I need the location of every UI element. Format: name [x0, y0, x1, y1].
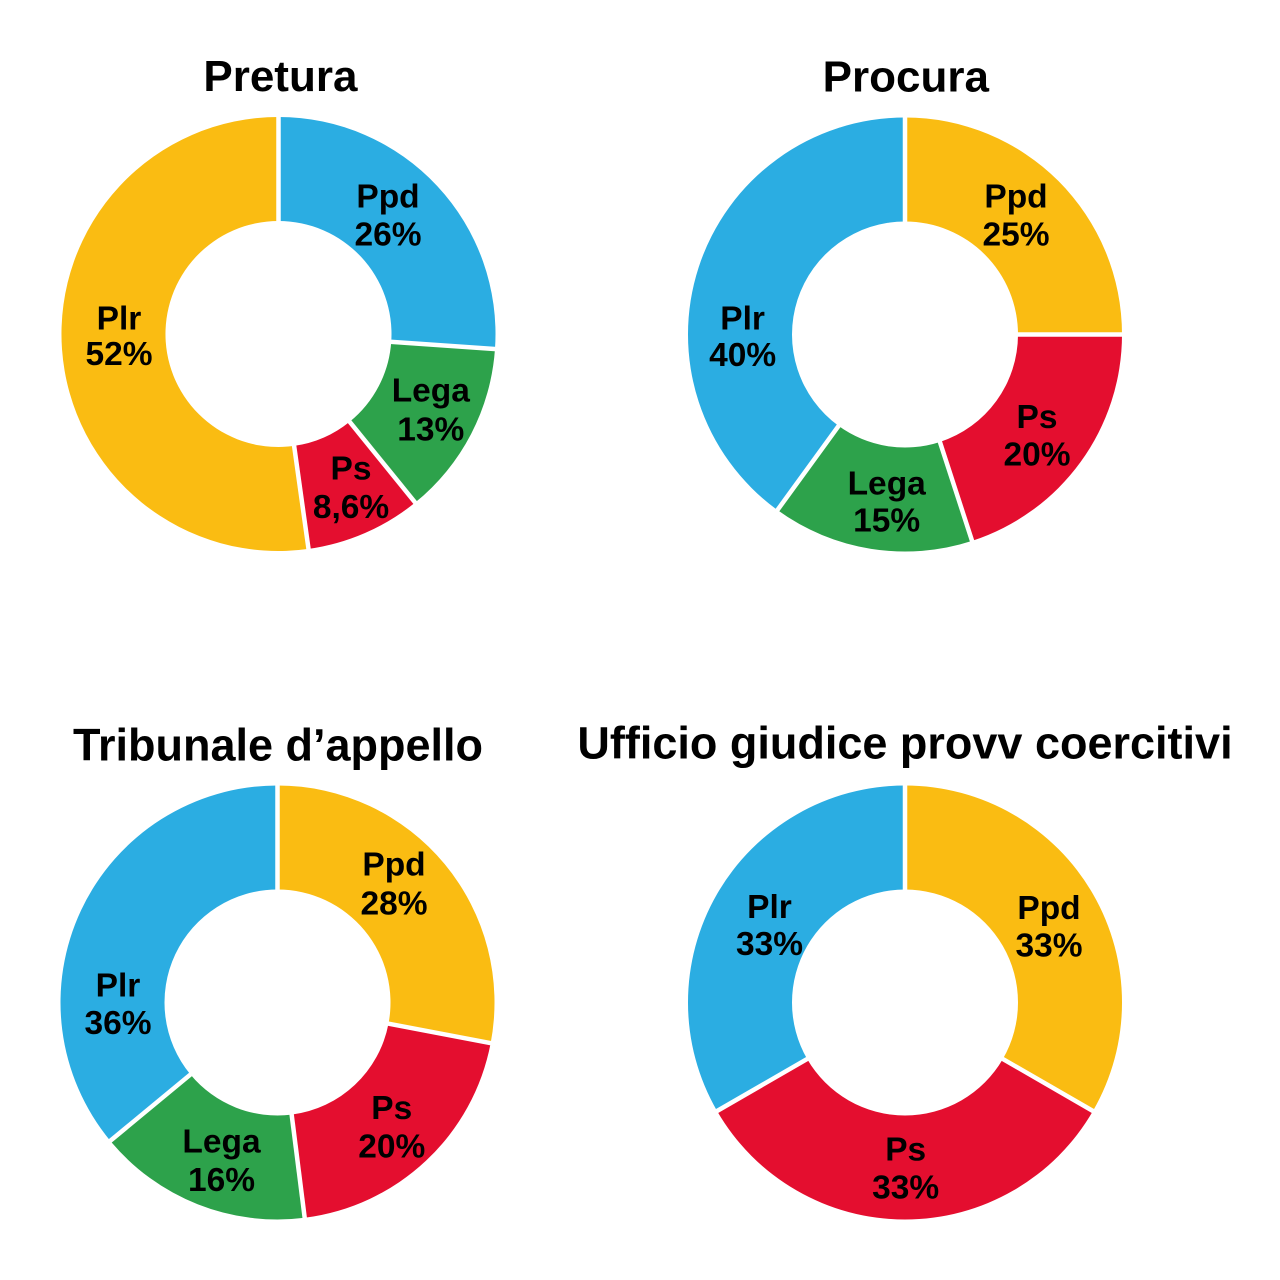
- svg-text:Ppd: Ppd: [362, 847, 425, 884]
- svg-text:36%: 36%: [84, 1005, 151, 1042]
- svg-text:20%: 20%: [358, 1128, 425, 1165]
- svg-text:Plr: Plr: [96, 967, 141, 1004]
- svg-text:Ppd: Ppd: [984, 178, 1047, 215]
- svg-text:26%: 26%: [354, 216, 421, 253]
- svg-text:8,6%: 8,6%: [313, 489, 389, 526]
- svg-text:Lega: Lega: [182, 1123, 261, 1160]
- svg-text:Plr: Plr: [720, 301, 765, 338]
- svg-text:Ppd: Ppd: [356, 179, 419, 216]
- svg-text:15%: 15%: [853, 503, 920, 540]
- svg-text:Plr: Plr: [97, 301, 142, 338]
- svg-text:Plr: Plr: [747, 889, 792, 926]
- svg-text:25%: 25%: [982, 217, 1049, 254]
- svg-text:33%: 33%: [1015, 928, 1082, 965]
- svg-text:16%: 16%: [188, 1162, 255, 1199]
- svg-text:Ps: Ps: [885, 1132, 926, 1169]
- svg-text:28%: 28%: [360, 885, 427, 922]
- svg-text:Pretura: Pretura: [203, 52, 358, 101]
- svg-text:Ps: Ps: [331, 451, 372, 488]
- svg-text:13%: 13%: [397, 412, 464, 449]
- svg-text:Ufficio giudice provv coerciti: Ufficio giudice provv coercitivi: [577, 718, 1232, 769]
- svg-text:20%: 20%: [1003, 437, 1070, 474]
- svg-text:52%: 52%: [85, 336, 152, 373]
- svg-text:33%: 33%: [736, 926, 803, 963]
- svg-text:Ps: Ps: [371, 1090, 412, 1127]
- svg-text:Ps: Ps: [1017, 399, 1058, 436]
- svg-text:Lega: Lega: [392, 373, 471, 410]
- svg-text:Lega: Lega: [848, 466, 927, 503]
- svg-text:40%: 40%: [709, 337, 776, 374]
- svg-text:Tribunale d’appello: Tribunale d’appello: [73, 720, 483, 771]
- svg-text:Ppd: Ppd: [1017, 890, 1080, 927]
- svg-text:Procura: Procura: [823, 53, 990, 102]
- svg-text:33%: 33%: [872, 1170, 939, 1207]
